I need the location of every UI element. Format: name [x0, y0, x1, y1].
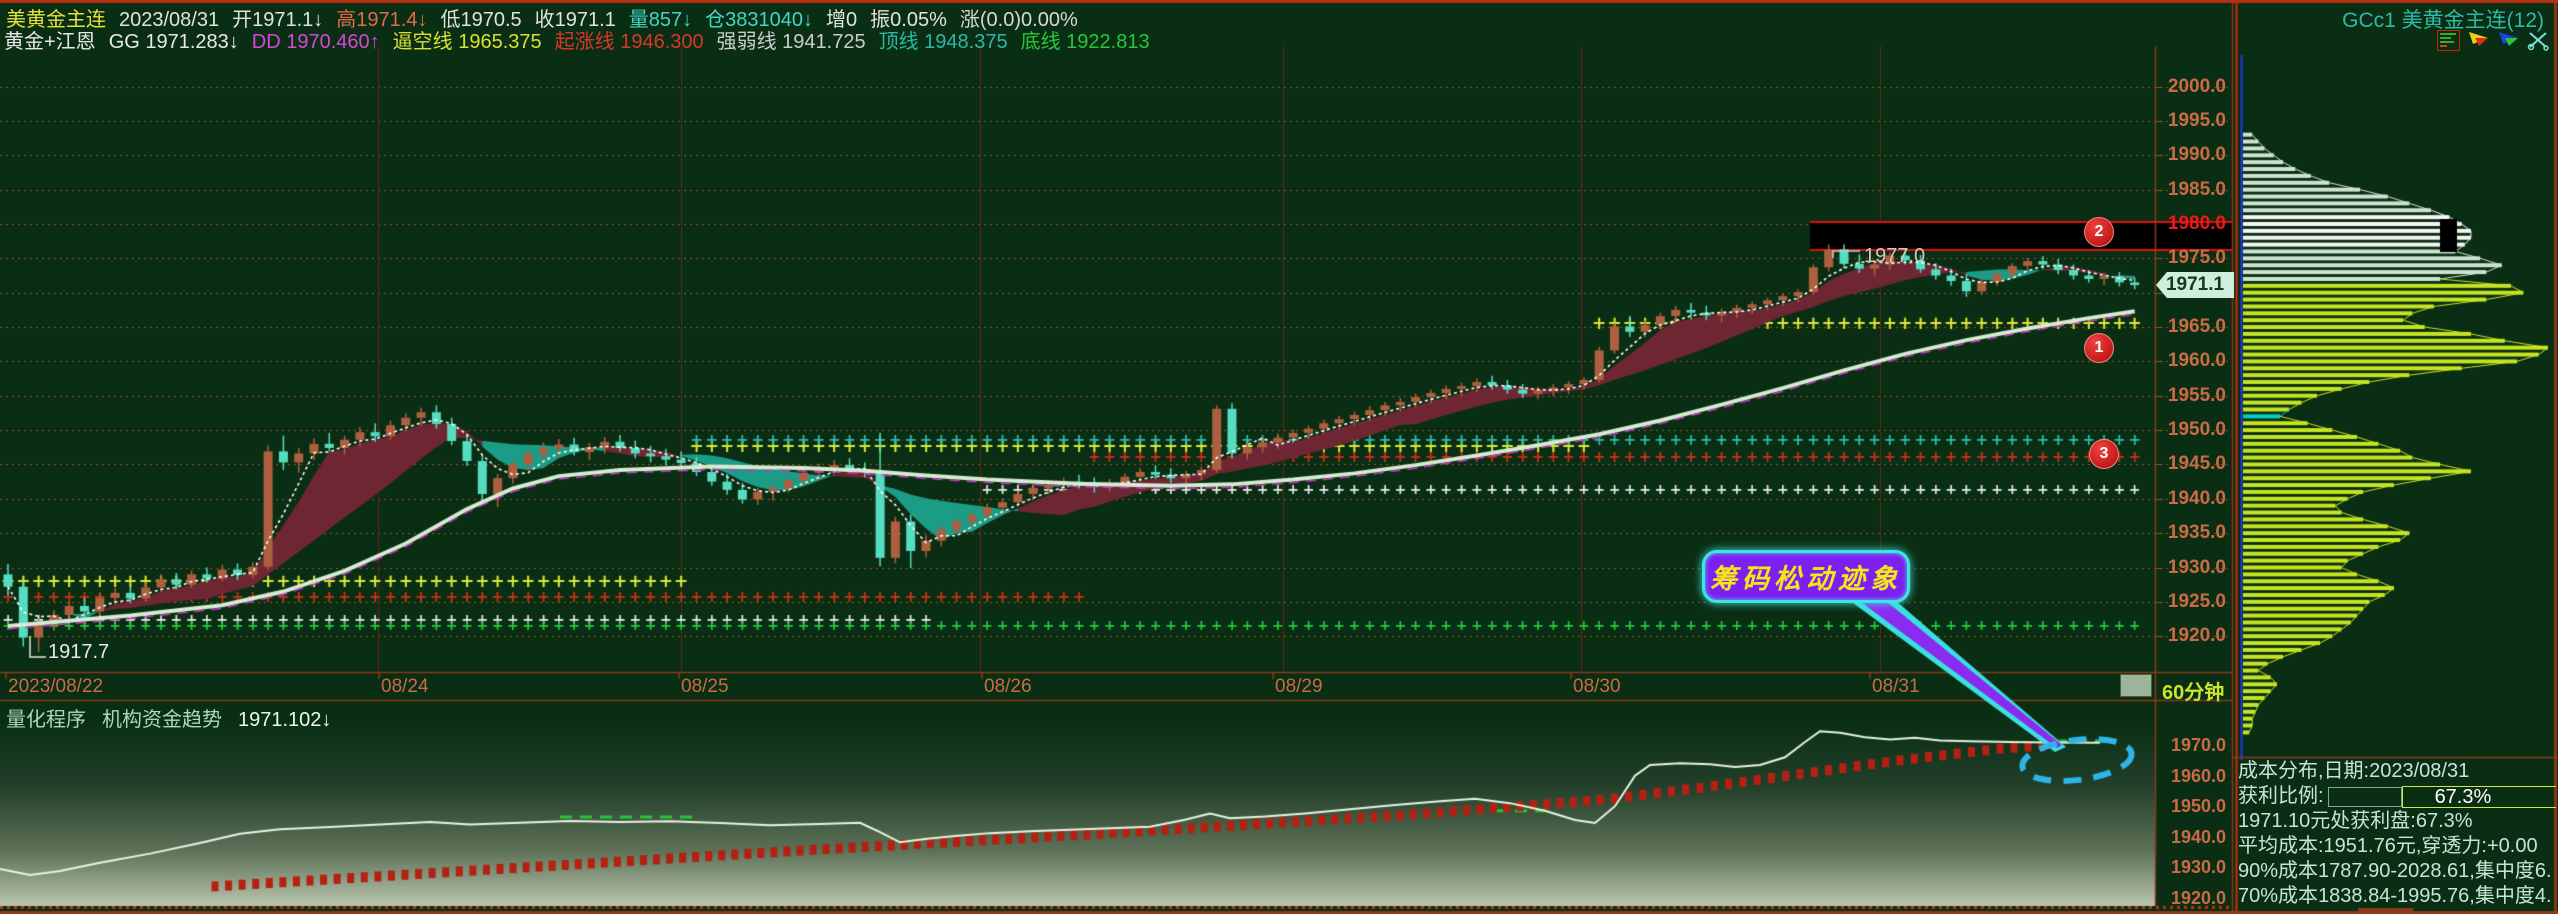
header-gann-segment: 顶线 1948.375 — [878, 31, 1008, 53]
header-gann-segment: 强弱线 1941.725 — [716, 31, 866, 53]
price-tick-label: 2000.0 — [2167, 75, 2226, 97]
price-tick-label: 1960.0 — [2167, 350, 2226, 372]
funds-axis-label: 1940.0 — [2170, 826, 2226, 847]
price-tick-label: 1940.0 — [2167, 487, 2226, 509]
price-tick-label: 1920.0 — [2167, 625, 2226, 647]
date-row-marker[interactable] — [2120, 674, 2152, 697]
high-price-label: 1977.0 — [1864, 245, 1926, 267]
header-gann-segment: DD 1970.460↑ — [251, 31, 380, 53]
header-quote-segment: 量857↓ — [628, 9, 693, 31]
header-quote-segment: 增0 — [826, 9, 858, 31]
price-tick-label: 1990.0 — [2167, 144, 2226, 166]
date-label: 08/30 — [1573, 676, 1621, 697]
header-gann-segment: GG 1971.283↓ — [108, 31, 239, 53]
header-quote-segment: 开1971.1↓ — [232, 9, 324, 31]
header-quote-segment: 收1971.1 — [534, 9, 616, 31]
price-tick-label: 1955.0 — [2167, 384, 2226, 406]
stats-profit-line: 1971.10元处获利盘:67.3% — [2238, 810, 2473, 832]
date-label: 08/31 — [1872, 676, 1920, 697]
profit-ratio-row: 获利比例: 67.3% — [2238, 784, 2556, 809]
funds-axis-label: 1920.0 — [2170, 888, 2226, 908]
flag-cool-icon[interactable] — [2497, 30, 2520, 51]
scissors-icon[interactable] — [2527, 30, 2550, 51]
header-quote-segment: 2023/08/31 — [119, 9, 220, 31]
indicator-title-segment: 机构资金趋势 — [102, 709, 222, 731]
header-quote-segment: 美黄金主连 — [6, 9, 106, 31]
profit-ratio-gauge: 67.3% — [2401, 785, 2556, 808]
header-quote-segment: 振0.05% — [870, 9, 947, 31]
price-tick-label: 1975.0 — [2167, 247, 2226, 269]
current-price-tag: 1971.1 — [2156, 272, 2234, 298]
price-tick-label: 1965.0 — [2167, 316, 2226, 338]
signal-badge: 2 — [2084, 217, 2114, 247]
funds-axis-label: 1950.0 — [2170, 796, 2226, 817]
profit-ratio-label: 获利比例: — [2238, 785, 2324, 807]
date-label: 08/25 — [681, 676, 729, 697]
callout-text: 筹码松动迹象 — [1710, 564, 1902, 594]
funds-axis-label: 1960.0 — [2170, 765, 2226, 786]
header-gann-row: 黄金+江恩 GG 1971.283↓ DD 1970.460↑ 逼空线 1965.37… — [4, 25, 1163, 54]
header-quote-segment: 高1971.4↓ — [336, 9, 428, 31]
header-gann-segment: 逼空线 1965.375 — [392, 31, 542, 53]
date-label: 08/24 — [381, 676, 429, 697]
profit-ratio-empty-box — [2327, 786, 2402, 807]
signal-badge: 1 — [2084, 333, 2114, 363]
stats-70pct-line: 70%成本1838.84-1995.76,集中度4. — [2238, 885, 2552, 907]
funds-axis-label: 1970.0 — [2170, 735, 2226, 755]
funds-axis-label: 1930.0 — [2170, 857, 2226, 878]
bars-chart-icon[interactable] — [2437, 30, 2460, 51]
stats-90pct-line: 90%成本1787.90-2028.61,集中度6. — [2238, 860, 2552, 882]
contract-title: GCc1 美黄金主连(12) — [2342, 9, 2544, 32]
header-gann-segment: 底线 1922.813 — [1020, 31, 1150, 53]
callout-bubble: 筹码松动迹象 — [1702, 550, 1910, 603]
header-quote-segment: 涨(0.0)0.00% — [959, 9, 1078, 31]
stats-date-line: 成本分布,日期:2023/08/31 — [2238, 760, 2470, 782]
header-quote-segment: 低1970.5 — [440, 9, 522, 31]
stats-avgcost-line: 平均成本:1951.76元,穿透力:+0.00 — [2238, 835, 2538, 857]
header-quote-row: 美黄金主连 2023/08/31 开1971.1↓ 高1971.4↓ 低1970.5 收1… — [6, 3, 1091, 32]
date-label: 2023/08/22 — [8, 676, 104, 697]
header-gann-segment: 黄金+江恩 — [4, 31, 96, 53]
timeframe-label[interactable]: 60分钟 — [2162, 682, 2225, 704]
cost-distribution-stats: 成本分布,日期:2023/08/31 获利比例: 67.3% 1971.10元处获… — [2238, 759, 2556, 909]
signal-badge: 3 — [2089, 439, 2119, 469]
date-label: 08/26 — [984, 676, 1032, 697]
panel-toolbar — [2437, 30, 2550, 51]
date-label: 08/29 — [1275, 676, 1323, 697]
price-tick-label: 1930.0 — [2167, 556, 2226, 578]
price-tick-label: 1985.0 — [2167, 178, 2226, 200]
header-gann-segment: 起涨线 1946.300 — [554, 31, 704, 53]
price-tick-label: 1945.0 — [2167, 453, 2226, 475]
indicator-title-row: 量化程序 机构资金趋势 1971.102↓ — [6, 703, 347, 732]
indicator-title-segment: 量化程序 — [6, 709, 86, 731]
price-tick-label: 1925.0 — [2167, 590, 2226, 612]
indicator-title-segment: 1971.102↓ — [238, 709, 332, 731]
price-tick-label: 1995.0 — [2167, 109, 2226, 131]
flag-warm-icon[interactable] — [2467, 30, 2490, 51]
price-tick-label: 1980.0 — [2167, 213, 2226, 234]
header-quote-segment: 仓3831040↓ — [705, 9, 814, 31]
price-tick-label: 1950.0 — [2167, 419, 2226, 441]
low-price-label: 1917.7 — [48, 641, 110, 663]
price-tick-label: 1935.0 — [2167, 522, 2226, 544]
